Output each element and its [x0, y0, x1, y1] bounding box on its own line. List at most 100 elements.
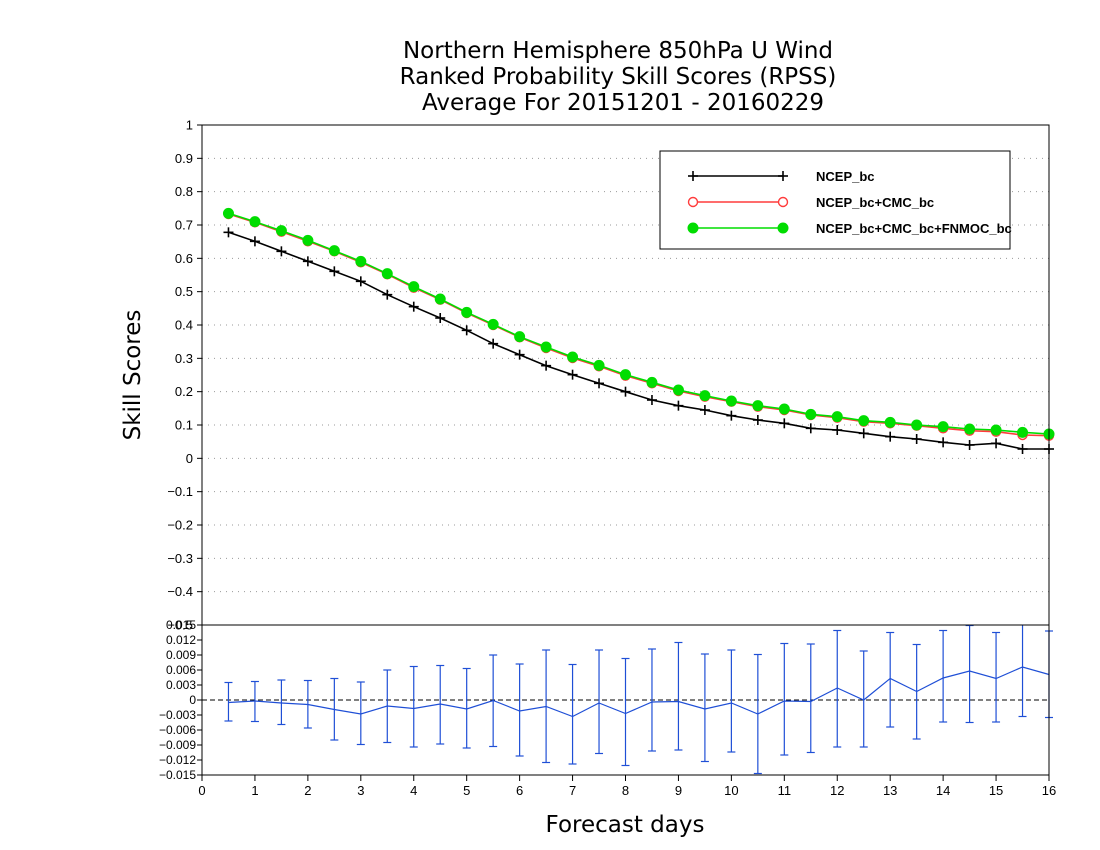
- data-point: [964, 440, 975, 450]
- data-point: [620, 369, 631, 381]
- data-point: [382, 289, 393, 300]
- data-point: [276, 246, 287, 257]
- bottom-plot-x-ticks: 0 1 2 3 4 5 6 7 8 9 10 11 12 13 14 15 16: [198, 775, 1056, 798]
- data-point: [725, 395, 737, 407]
- data-point: [752, 415, 763, 425]
- legend-item: NCEP_bc+CMC_bc+FNMOC_bc: [687, 221, 1012, 236]
- data-point: [435, 313, 446, 323]
- error-bar: [277, 679, 286, 726]
- chart-title-line-3: Average For 20151201 - 20160229: [422, 90, 824, 116]
- data-point: [249, 236, 260, 247]
- error-bar: [965, 624, 974, 724]
- data-point: [964, 423, 976, 435]
- x-tick-label: 16: [1042, 783, 1056, 798]
- y-tick-label: 0.009: [166, 648, 196, 662]
- y-tick-label: −0.009: [159, 738, 196, 752]
- data-point: [938, 437, 949, 448]
- y-tick-label: 0.8: [175, 184, 193, 199]
- legend-marker: [777, 222, 789, 234]
- y-tick-label: 0.9: [175, 151, 193, 166]
- error-bar: [700, 653, 709, 763]
- error-bar: [992, 631, 1001, 723]
- error-bar: [568, 663, 577, 765]
- y-tick-label: 0: [186, 451, 193, 466]
- data-point: [328, 245, 340, 257]
- y-tick-label: 0: [189, 693, 196, 707]
- data-point: [540, 341, 552, 353]
- data-point: [884, 416, 896, 428]
- legend-label: NCEP_bc: [816, 169, 875, 184]
- y-tick-label: 0.7: [175, 218, 193, 233]
- y-tick-label: −0.015: [159, 768, 196, 782]
- data-point: [646, 395, 657, 405]
- legend-marker: [777, 196, 789, 208]
- y-tick-label: −0.006: [159, 723, 196, 737]
- data-point: [355, 255, 367, 267]
- error-bar: [462, 667, 471, 749]
- y-tick-label: −0.3: [167, 551, 193, 566]
- data-point: [858, 428, 869, 439]
- x-tick-label: 15: [989, 783, 1003, 798]
- data-point: [249, 216, 261, 228]
- x-tick-label: 14: [936, 783, 950, 798]
- data-point: [329, 266, 340, 277]
- data-point: [514, 331, 526, 343]
- data-point: [381, 268, 393, 280]
- y-tick-label: 0.015: [166, 618, 196, 632]
- data-point: [487, 318, 499, 330]
- y-axis-label: Skill Scores: [120, 310, 146, 441]
- data-point: [302, 234, 314, 246]
- error-bar: [356, 681, 365, 746]
- data-point: [778, 403, 790, 415]
- data-point: [514, 349, 525, 360]
- x-tick-label: 11: [778, 783, 792, 798]
- x-tick-label: 13: [883, 783, 897, 798]
- x-tick-label: 5: [463, 783, 470, 798]
- data-point: [355, 276, 366, 287]
- bottom-plot-frame: [201, 624, 1050, 776]
- data-point: [911, 434, 922, 444]
- y-tick-label: 0.2: [175, 384, 193, 399]
- data-point: [831, 411, 843, 423]
- legend-marker: [687, 222, 699, 234]
- data-point: [461, 325, 472, 336]
- data-point: [1017, 426, 1029, 438]
- x-tick-label: 12: [830, 783, 844, 798]
- bottom-plot-series: [202, 624, 1053, 775]
- data-point: [488, 338, 499, 349]
- x-tick-label: 6: [516, 783, 523, 798]
- data-point: [594, 378, 605, 389]
- legend-marker: [688, 171, 698, 181]
- legend-label: NCEP_bc+CMC_bc+FNMOC_bc: [816, 221, 1012, 236]
- y-tick-label: 0.1: [175, 418, 193, 433]
- x-axis-label: Forecast days: [546, 812, 705, 838]
- data-point: [832, 425, 843, 435]
- error-bar: [595, 649, 604, 755]
- x-tick-label: 2: [304, 783, 311, 798]
- y-tick-label: 0.003: [166, 678, 196, 692]
- data-point: [275, 225, 287, 237]
- legend-marker: [778, 171, 788, 181]
- x-tick-label: 7: [569, 783, 576, 798]
- y-tick-label: −0.003: [159, 708, 196, 722]
- x-tick-label: 9: [675, 783, 682, 798]
- chart-title-line-1: Northern Hemisphere 850hPa U Wind: [403, 38, 833, 64]
- top-plot-series: [222, 207, 1055, 454]
- y-tick-label: 0.5: [175, 284, 193, 299]
- error-bar: [515, 663, 524, 757]
- y-tick-label: 0.012: [166, 633, 196, 647]
- error-bar: [833, 629, 842, 748]
- x-tick-label: 1: [251, 783, 258, 798]
- data-point: [567, 351, 579, 363]
- data-point: [726, 410, 737, 421]
- y-tick-label: −0.2: [167, 518, 193, 533]
- data-point: [937, 421, 949, 433]
- data-point: [699, 390, 711, 402]
- data-point: [408, 281, 420, 293]
- data-point: [620, 386, 631, 397]
- data-point: [567, 369, 578, 380]
- data-point: [885, 431, 896, 442]
- data-point: [990, 424, 1002, 436]
- y-tick-label: 0.4: [175, 318, 193, 333]
- y-tick-label: −0.5: [167, 618, 193, 633]
